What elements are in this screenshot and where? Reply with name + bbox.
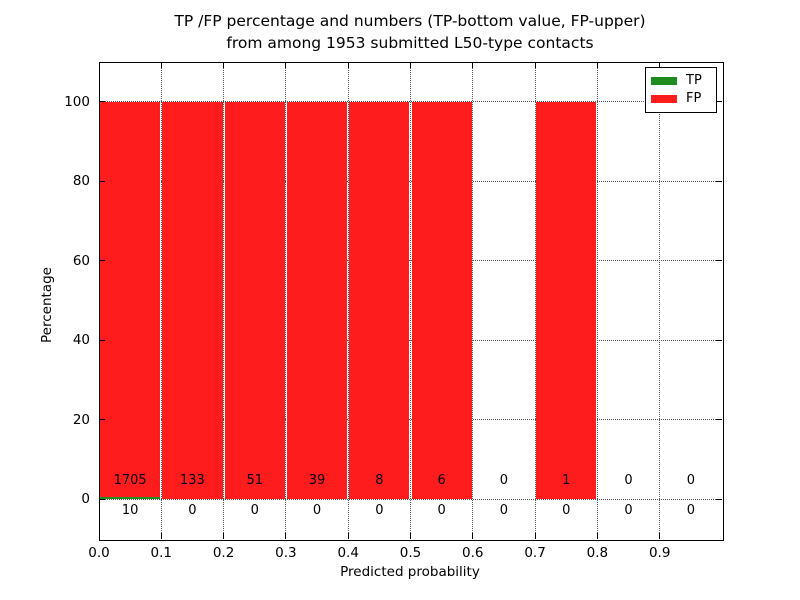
x-gridline	[659, 62, 661, 539]
x-tick-label: 0.4	[337, 545, 359, 561]
tp-count-label: 0	[188, 503, 197, 518]
x-tick-label: 0.5	[399, 545, 422, 561]
y-tick-mark-right	[716, 101, 722, 103]
x-gridline	[223, 62, 225, 539]
fp-bar	[536, 101, 597, 500]
y-tick-mark-right	[716, 498, 722, 500]
x-tick-mark-top	[596, 62, 598, 68]
x-gridline	[534, 62, 536, 539]
x-tick-mark	[223, 533, 225, 539]
tp-count-label: 0	[499, 503, 509, 518]
tp-count-label: 0	[686, 503, 695, 518]
x-gridline	[410, 62, 411, 539]
fp-bar	[224, 101, 285, 500]
fp-count-label: 8	[375, 473, 384, 488]
fp-count-label: 6	[437, 473, 446, 488]
y-tick-label: 0	[81, 491, 90, 508]
tp-legend-label: TP	[686, 73, 702, 89]
x-tick-mark-top	[347, 62, 349, 68]
x-tick-mark-top	[410, 62, 411, 68]
fp-count-label: 51	[246, 473, 264, 488]
chart-title-line2: from among 1953 submitted L50-type conta…	[226, 34, 594, 52]
y-tick-mark	[99, 498, 105, 500]
x-tick-mark	[347, 533, 349, 539]
x-tick-mark	[534, 533, 536, 539]
fp-count-label: 0	[624, 473, 633, 488]
chart-title-line1: TP /FP percentage and numbers (TP-bottom…	[174, 12, 646, 30]
fp-count-label: 1705	[113, 473, 147, 488]
y-tick-mark	[99, 339, 105, 341]
x-gridline	[285, 62, 287, 539]
x-tick-mark	[410, 533, 411, 539]
x-tick-label: 0.9	[648, 545, 671, 561]
fp-bar	[349, 101, 410, 500]
x-tick-mark-top	[285, 62, 287, 68]
x-tick-mark	[160, 533, 162, 539]
tp-count-label: 0	[437, 503, 446, 518]
fp-count-label: 0	[499, 473, 509, 488]
x-axis-label: Predicted probability	[340, 564, 480, 580]
fp-count-label: 133	[180, 473, 205, 488]
fp-legend-label: FP	[686, 90, 702, 106]
x-gridline	[160, 62, 162, 539]
x-tick-label: 0.6	[462, 545, 484, 561]
y-tick-mark-right	[716, 180, 722, 182]
fp-count-label: 1	[562, 473, 571, 488]
x-tick-mark-top	[472, 62, 474, 68]
x-tick-label: 0.0	[88, 545, 110, 561]
x-tick-mark-top	[223, 62, 225, 68]
x-tick-mark-top	[160, 62, 162, 68]
fp-bar	[162, 101, 223, 500]
legend-item-tp: TP	[651, 74, 711, 88]
tp-count-label: 0	[624, 503, 633, 518]
x-tick-mark	[98, 533, 100, 539]
x-tick-mark-top	[534, 62, 536, 68]
y-tick-label: 100	[64, 93, 90, 110]
legend: TP FP	[645, 67, 717, 113]
fp-bar	[411, 101, 472, 500]
y-tick-mark	[99, 101, 105, 103]
legend-item-fp: FP	[651, 90, 711, 106]
y-axis-label: Percentage	[39, 267, 55, 343]
x-tick-mark	[596, 533, 598, 539]
x-gridline	[596, 62, 598, 539]
x-gridline	[472, 62, 474, 539]
tp-count-label: 0	[562, 503, 571, 518]
x-tick-mark-top	[659, 62, 661, 68]
y-tick-mark-right	[716, 339, 722, 341]
y-tick-mark	[99, 419, 105, 421]
x-tick-mark	[285, 533, 287, 539]
tp-count-label: 0	[375, 503, 384, 518]
fp-bar	[100, 101, 161, 497]
tp-count-label: 10	[121, 503, 139, 518]
y-tick-label: 40	[72, 332, 90, 349]
y-tick-mark	[99, 180, 105, 182]
y-tick-mark-right	[716, 419, 722, 421]
y-tick-label: 80	[72, 173, 90, 190]
y-tick-label: 20	[72, 411, 90, 428]
tp-legend-swatch-icon	[651, 77, 677, 86]
x-tick-label: 0.7	[524, 545, 546, 561]
x-tick-mark	[659, 533, 661, 539]
y-tick-mark-right	[716, 260, 722, 262]
fp-count-label: 39	[308, 473, 326, 488]
tp-count-label: 0	[312, 503, 322, 518]
tp-count-label: 0	[250, 503, 259, 518]
x-tick-label: 0.3	[275, 545, 297, 561]
tp-bar	[100, 496, 161, 500]
x-tick-label: 0.1	[150, 545, 173, 561]
x-tick-label: 0.2	[212, 545, 235, 561]
y-tick-label: 60	[72, 252, 90, 269]
x-tick-mark-top	[98, 62, 100, 68]
chart-title: TP /FP percentage and numbers (TP-bottom…	[110, 10, 710, 54]
fp-legend-swatch-icon	[651, 94, 677, 103]
y-tick-mark	[99, 260, 105, 262]
fp-count-label: 0	[686, 473, 695, 488]
x-tick-label: 0.8	[586, 545, 609, 561]
x-tick-mark	[472, 533, 474, 539]
fp-bar	[286, 101, 348, 500]
x-gridline	[347, 62, 349, 539]
